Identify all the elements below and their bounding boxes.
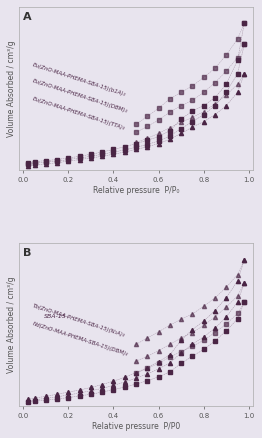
- X-axis label: Relative pressure  P/P₀: Relative pressure P/P₀: [93, 186, 179, 195]
- Y-axis label: Volume Absorbed / cm³/g: Volume Absorbed / cm³/g: [7, 276, 16, 373]
- X-axis label: Relative pressure  P/P0: Relative pressure P/P0: [92, 422, 180, 431]
- Text: B: B: [23, 248, 32, 258]
- Text: Eu(ZnO-MAA-PHEMA-SBA-15)(TTA)₃: Eu(ZnO-MAA-PHEMA-SBA-15)(TTA)₃: [32, 96, 126, 131]
- Y-axis label: Volume Absorbed / cm³/g: Volume Absorbed / cm³/g: [7, 40, 16, 137]
- Text: Nd(ZnO-MAA-PHEMA-SBA-15)(DBM)₃: Nd(ZnO-MAA-PHEMA-SBA-15)(DBM)₃: [32, 321, 129, 357]
- Text: SBA-15: SBA-15: [43, 314, 66, 319]
- Text: A: A: [23, 12, 32, 22]
- Text: Eu(ZnO-MAA-PHEMA-SBA-15)(b1A)₃: Eu(ZnO-MAA-PHEMA-SBA-15)(b1A)₃: [32, 63, 127, 98]
- Text: Eu(ZnO-MAA-PHEMA-SBA-15)(DBM)₃: Eu(ZnO-MAA-PHEMA-SBA-15)(DBM)₃: [32, 78, 129, 113]
- Text: Tb(ZnO-MAA-PHEMA-SBA-15)(N₁A)₃: Tb(ZnO-MAA-PHEMA-SBA-15)(N₁A)₃: [32, 303, 126, 338]
